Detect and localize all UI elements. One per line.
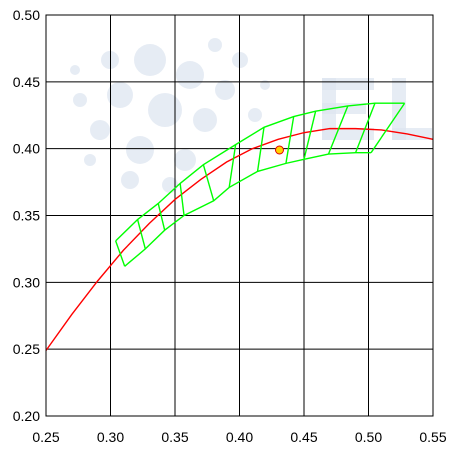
region-cross-line xyxy=(228,144,237,188)
region-cross-line xyxy=(157,203,166,231)
x-axis-ticks: 0.25 0.30 0.35 0.40 0.45 0.50 0.55 xyxy=(32,429,446,445)
y-tick-label: 0.30 xyxy=(13,274,40,290)
data-point xyxy=(274,145,284,155)
watermark-dot xyxy=(248,108,262,122)
watermark-dot xyxy=(84,154,96,166)
red-curve xyxy=(45,127,434,351)
y-tick-label: 0.35 xyxy=(13,208,40,224)
region-cross-line xyxy=(115,240,126,267)
watermark-dot xyxy=(176,61,204,89)
chart-marks xyxy=(45,102,434,351)
x-tick-label: 0.55 xyxy=(419,429,446,445)
watermark-dot xyxy=(70,65,80,75)
watermark-letter xyxy=(322,78,374,90)
watermark-dot xyxy=(121,171,139,189)
region-cross-line xyxy=(327,105,349,155)
y-tick-label: 0.20 xyxy=(13,408,40,424)
region-cross-line xyxy=(256,127,265,172)
y-tick-label: 0.25 xyxy=(13,341,40,357)
watermark-dot xyxy=(162,177,178,193)
x-tick-label: 0.50 xyxy=(355,429,382,445)
region-cross-line xyxy=(202,164,215,201)
watermark-dot xyxy=(90,120,110,140)
watermark-dot xyxy=(174,149,196,171)
y-tick-label: 0.45 xyxy=(13,74,40,90)
region-cross-line xyxy=(370,102,406,154)
watermark-letter xyxy=(392,78,406,140)
y-axis-ticks: 0.20 0.25 0.30 0.35 0.40 0.45 0.50 xyxy=(13,7,40,424)
region-cross-line xyxy=(179,183,185,216)
plot-frame xyxy=(45,14,434,417)
watermark-dot xyxy=(215,80,235,100)
watermark-dot xyxy=(208,38,222,52)
x-tick-label: 0.45 xyxy=(290,429,317,445)
watermark-dot xyxy=(73,93,87,107)
region-cross-line xyxy=(136,219,147,250)
x-tick-label: 0.35 xyxy=(161,429,188,445)
region-cross-line xyxy=(354,102,376,153)
region-cross-line xyxy=(285,116,295,164)
watermark-dot xyxy=(134,44,166,76)
y-tick-label: 0.50 xyxy=(13,7,40,23)
x-tick-label: 0.30 xyxy=(97,429,124,445)
watermark-letter xyxy=(322,103,366,114)
watermark-dot xyxy=(148,93,182,127)
x-tick-label: 0.25 xyxy=(32,429,59,445)
grid xyxy=(45,14,434,417)
watermark-dot xyxy=(260,80,270,90)
region-upper-edge xyxy=(115,102,405,242)
y-tick-label: 0.40 xyxy=(13,141,40,157)
region-cross-line xyxy=(303,111,317,160)
watermark-dot xyxy=(107,82,133,108)
watermark xyxy=(70,38,432,193)
watermark-dot xyxy=(193,108,217,132)
x-tick-label: 0.40 xyxy=(226,429,253,445)
watermark-dot xyxy=(126,136,154,164)
region-lower-edge xyxy=(124,151,372,267)
